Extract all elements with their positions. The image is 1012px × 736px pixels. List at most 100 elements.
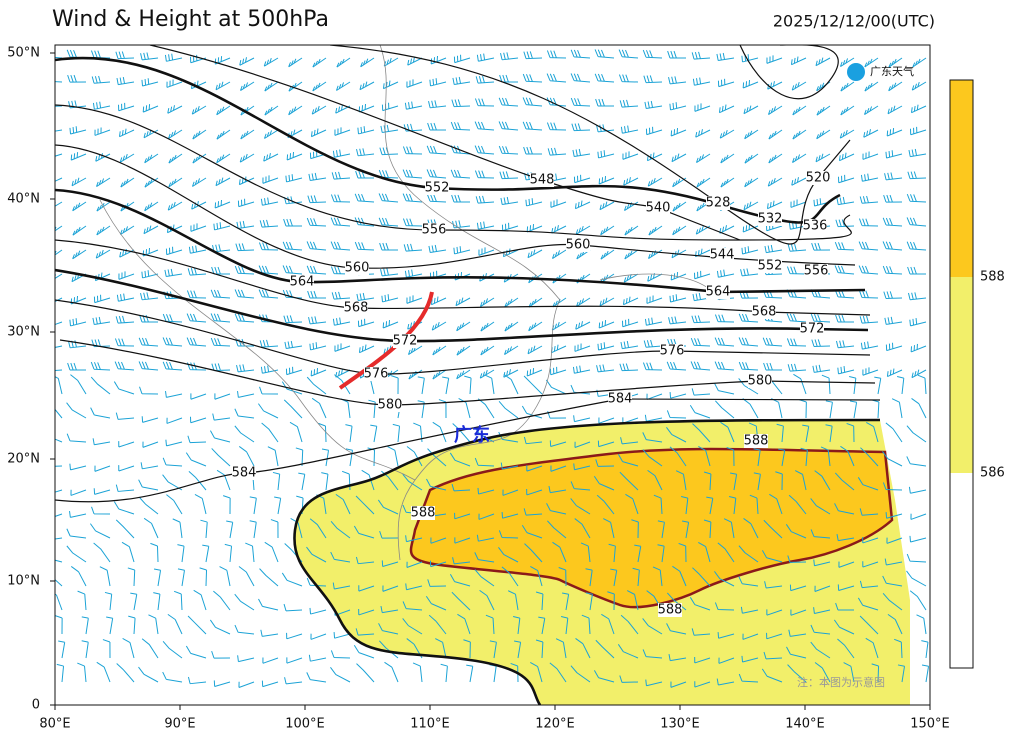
wind-barb bbox=[619, 675, 639, 683]
wind-barb bbox=[771, 398, 783, 419]
contour-label-bg bbox=[344, 301, 368, 315]
wind-barb bbox=[833, 619, 855, 635]
wind-barb bbox=[219, 566, 231, 587]
wind-barb bbox=[698, 445, 711, 467]
wind-barb bbox=[504, 321, 519, 332]
wind-barb bbox=[910, 513, 927, 520]
contour-label-bg bbox=[646, 201, 670, 215]
wind-barb bbox=[404, 269, 423, 278]
wind-barb bbox=[476, 221, 495, 230]
wind-barb bbox=[114, 338, 135, 347]
wind-barb bbox=[452, 76, 471, 85]
wind-barb bbox=[211, 363, 231, 372]
wind-barb bbox=[657, 544, 665, 563]
wind-barb bbox=[141, 270, 159, 279]
wind-barb bbox=[485, 614, 495, 635]
wind-barb bbox=[140, 52, 159, 61]
wind-barb bbox=[816, 81, 831, 92]
wind-barb bbox=[741, 246, 759, 255]
wind-barb bbox=[862, 151, 879, 160]
wind-barb bbox=[89, 523, 111, 539]
wind-barb bbox=[500, 462, 519, 470]
contour-label: 560 bbox=[345, 261, 370, 276]
wind-barb bbox=[693, 270, 711, 280]
wind-barb bbox=[622, 296, 639, 306]
wind-barb bbox=[474, 552, 495, 563]
contour-label: 584 bbox=[608, 392, 633, 407]
contour-labels: 552 548 540 528 532 520 536 556 560 544 552 556 560 5… bbox=[232, 171, 831, 618]
wind-barb bbox=[620, 437, 639, 445]
wind-barb bbox=[906, 241, 927, 251]
wind-barb bbox=[597, 150, 615, 159]
wind-barb bbox=[738, 361, 759, 371]
wind-barb bbox=[214, 393, 231, 400]
wind-barb bbox=[164, 53, 183, 62]
wind-barb bbox=[871, 663, 880, 683]
wind-barb bbox=[743, 518, 759, 539]
wind-barb bbox=[885, 422, 903, 443]
wind-barb bbox=[546, 122, 567, 131]
wind-barb bbox=[118, 465, 135, 472]
wind-barb bbox=[810, 498, 831, 515]
wind-barb bbox=[837, 174, 855, 184]
wind-barb bbox=[910, 104, 927, 114]
wind-barb bbox=[190, 54, 207, 64]
wind-barb bbox=[262, 657, 279, 664]
contour-label: 564 bbox=[706, 285, 731, 300]
wind-barb bbox=[212, 244, 231, 253]
wind-barb bbox=[906, 553, 927, 563]
wind-barb bbox=[55, 537, 63, 540]
wind-barb bbox=[336, 57, 351, 68]
wind-barb bbox=[763, 362, 783, 371]
wind-barb bbox=[311, 397, 327, 419]
wind-barb bbox=[139, 314, 159, 323]
wind-barb bbox=[113, 501, 135, 515]
wind-barb bbox=[55, 465, 63, 467]
wind-barb bbox=[764, 581, 783, 589]
wind-barb bbox=[715, 400, 735, 419]
wind-barb bbox=[211, 266, 231, 275]
wind-barb bbox=[769, 493, 783, 515]
wind-barb bbox=[387, 446, 399, 467]
wind-barb bbox=[185, 645, 207, 659]
wind-barb bbox=[216, 105, 231, 116]
wind-barb bbox=[623, 273, 639, 283]
wind-barb bbox=[761, 550, 783, 563]
wind-barb bbox=[383, 57, 399, 67]
wind-barb bbox=[452, 557, 471, 565]
wind-barb bbox=[104, 591, 113, 611]
wind-barb bbox=[695, 129, 711, 138]
wind-barb bbox=[647, 177, 663, 187]
wind-barb bbox=[162, 361, 183, 371]
wind-barb bbox=[308, 316, 327, 325]
wind-barb bbox=[114, 361, 135, 371]
wind-barb bbox=[428, 244, 447, 254]
contour-label-bg bbox=[608, 392, 632, 406]
wind-barb bbox=[141, 78, 159, 87]
wind-barb bbox=[210, 313, 231, 323]
wind-barb bbox=[188, 245, 207, 254]
wind-barb bbox=[140, 462, 159, 470]
wind-barb bbox=[791, 81, 807, 91]
wind-barb bbox=[116, 663, 135, 683]
wind-barb bbox=[283, 603, 303, 612]
wind-barb bbox=[907, 292, 927, 301]
wind-barb bbox=[886, 128, 903, 137]
wind-barb bbox=[127, 567, 136, 587]
contour-label: 520 bbox=[806, 171, 831, 186]
wind-barb bbox=[644, 414, 663, 422]
wind-barb bbox=[816, 129, 831, 140]
wind-barb bbox=[787, 555, 807, 563]
wind-barb bbox=[405, 583, 423, 591]
wind-barb bbox=[118, 102, 135, 112]
wind-barb bbox=[211, 650, 231, 659]
wind-barb bbox=[380, 124, 399, 133]
wind-barb bbox=[121, 541, 135, 563]
wind-barb bbox=[573, 415, 591, 423]
wind-barb bbox=[143, 225, 159, 235]
wind-barb bbox=[791, 177, 807, 186]
wind-barb bbox=[378, 217, 399, 227]
wind-barb bbox=[358, 344, 375, 354]
wind-barb bbox=[258, 265, 279, 275]
wind-barb bbox=[621, 318, 639, 328]
